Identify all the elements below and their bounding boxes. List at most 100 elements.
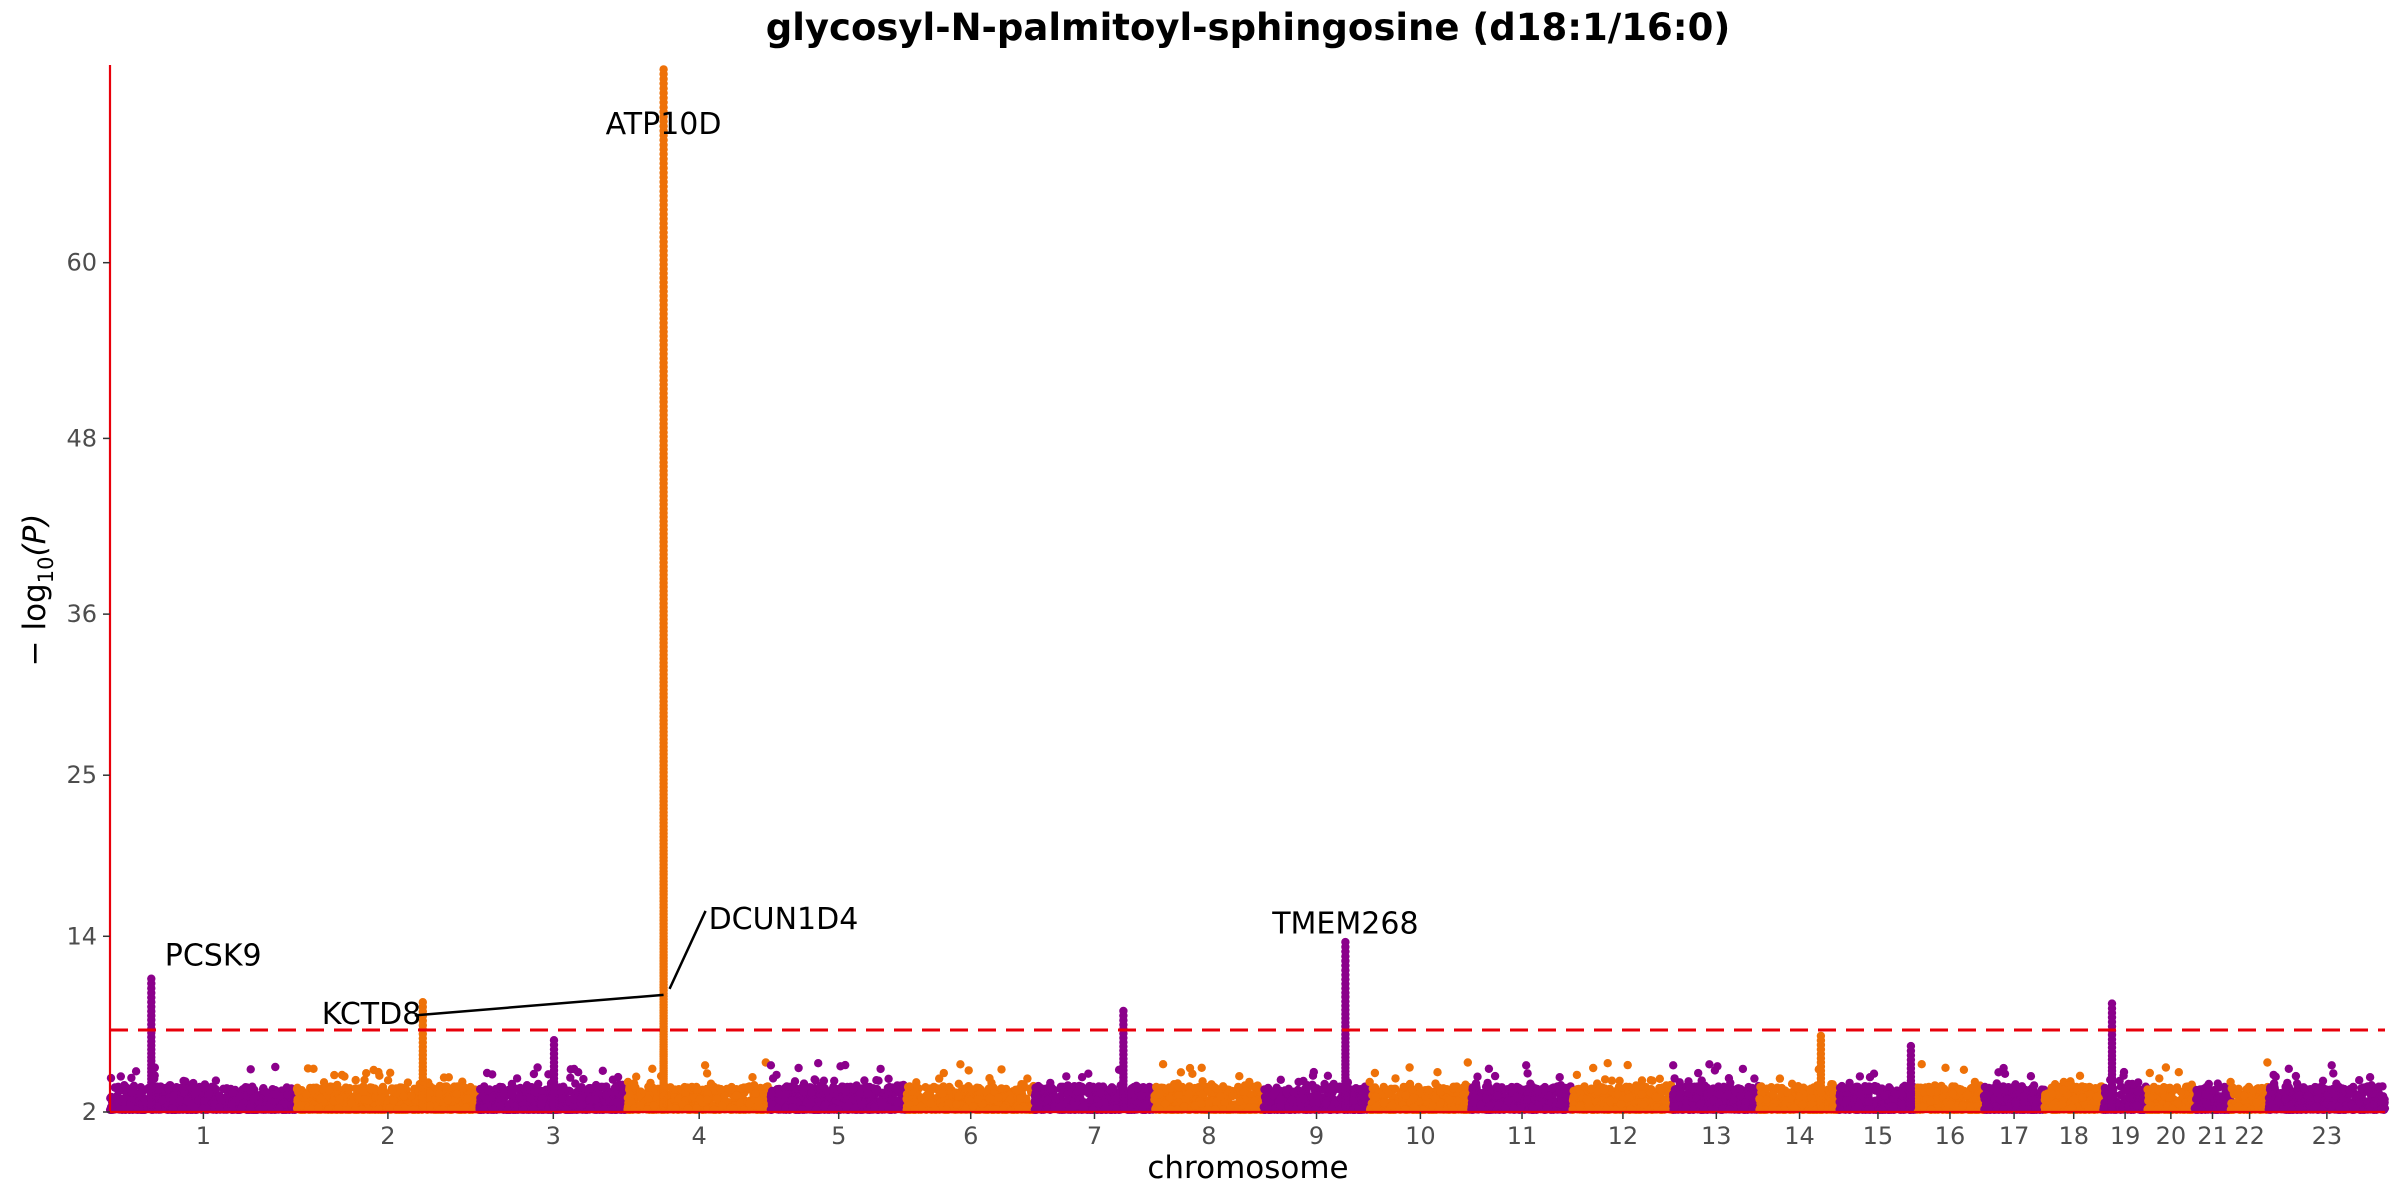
snp-point: [807, 1088, 816, 1098]
snp-point: [1226, 1103, 1235, 1113]
snp-point: [557, 1094, 567, 1103]
snp-point: [452, 1089, 461, 1099]
snp-point: [199, 1097, 209, 1106]
snp-point: [293, 1083, 302, 1093]
snp-point: [228, 1089, 237, 1098]
snp-point: [483, 1085, 492, 1095]
snp-point: [301, 1090, 311, 1099]
snp-point: [786, 1082, 796, 1091]
snp-point: [177, 1084, 186, 1093]
snp-point: [836, 1062, 845, 1071]
snp-point: [612, 1098, 621, 1107]
snp-point: [524, 1082, 534, 1092]
snp-point: [158, 1095, 167, 1105]
snp-point: [175, 1095, 184, 1105]
snp-point: [340, 1072, 349, 1081]
snp-point: [1051, 1095, 1060, 1105]
snp-point: [695, 1095, 704, 1104]
snp-point: [169, 1091, 178, 1101]
snp-point: [271, 1090, 280, 1099]
snp-point: [389, 1096, 398, 1105]
snp-point: [754, 1097, 763, 1106]
snp-point: [358, 1086, 368, 1096]
snp-point: [1043, 1095, 1052, 1105]
snp-point: [759, 1090, 768, 1099]
snp-point: [798, 1084, 807, 1093]
snp-point: [967, 1085, 976, 1094]
snp-point: [973, 1095, 983, 1104]
snp-point: [893, 1085, 902, 1095]
snp-point: [1151, 1090, 1161, 1099]
snp-point: [325, 1086, 334, 1095]
snp-point: [644, 1082, 653, 1092]
snp-point: [199, 1104, 208, 1113]
snp-point: [820, 1101, 829, 1111]
snp-point: [335, 1094, 344, 1104]
snp-point: [443, 1095, 453, 1105]
snp-point: [964, 1066, 973, 1075]
snp-point: [732, 1091, 741, 1100]
snp-point: [903, 1082, 913, 1092]
snp-point: [954, 1091, 963, 1101]
snp-point: [576, 1094, 586, 1103]
snp-point: [926, 1099, 935, 1108]
snp-point: [649, 1101, 659, 1111]
snp-point: [537, 1099, 546, 1109]
snp-point: [444, 1073, 453, 1082]
snp-point: [935, 1074, 944, 1083]
snp-point: [1235, 1072, 1244, 1081]
snp-point: [863, 1089, 872, 1098]
snp-point: [351, 1084, 360, 1093]
snp-point: [724, 1084, 733, 1094]
snp-point: [1174, 1082, 1183, 1092]
snp-point: [1016, 1094, 1025, 1103]
snp-point: [316, 1093, 325, 1103]
snp-point: [386, 1068, 395, 1078]
snp-point: [215, 1103, 224, 1112]
snp-point: [383, 1076, 393, 1085]
snp-point: [737, 1084, 746, 1093]
chromosome-2-points: [292, 1064, 484, 1115]
snp-point: [601, 1091, 611, 1100]
snp-point: [537, 1086, 546, 1096]
snp-point: [129, 1083, 138, 1092]
chart-title: glycosyl-N-palmitoyl-sphingosine (d18:1/…: [766, 6, 1730, 49]
snp-point: [215, 1091, 224, 1100]
snp-point: [557, 1086, 566, 1095]
snp-point: [968, 1102, 978, 1111]
snp-point: [1228, 1091, 1237, 1101]
snp-point: [262, 1088, 271, 1097]
snp-point: [375, 1071, 384, 1080]
snp-point: [227, 1100, 237, 1109]
snp-point: [1216, 1092, 1225, 1101]
snp-point: [1176, 1068, 1186, 1077]
snp-point: [219, 1084, 228, 1094]
chromosome-6-points: [902, 1060, 1038, 1115]
snp-point: [716, 1084, 725, 1094]
snp-point: [1046, 1085, 1055, 1094]
snp-point: [598, 1066, 607, 1076]
snp-point: [1211, 1084, 1221, 1093]
snp-point: [952, 1100, 961, 1109]
snp-point: [870, 1103, 879, 1112]
chromosome-1-points: [105, 1062, 301, 1115]
snp-point: [330, 1070, 339, 1080]
snp-point: [1185, 1063, 1195, 1073]
snp-point: [702, 1095, 712, 1104]
snp-point: [1198, 1077, 1207, 1086]
snp-point: [303, 1064, 313, 1073]
snp-point: [119, 1094, 128, 1104]
snp-point: [876, 1064, 885, 1074]
snp-point: [237, 1103, 246, 1113]
snp-point: [310, 1085, 320, 1094]
snp-point: [1083, 1086, 1092, 1096]
snp-point: [884, 1103, 893, 1112]
snp-point: [997, 1065, 1006, 1074]
snp-point: [369, 1065, 378, 1075]
snp-point: [116, 1072, 126, 1081]
snp-point: [481, 1095, 491, 1104]
snp-point: [814, 1059, 823, 1068]
snp-point: [131, 1067, 141, 1076]
snp-point: [702, 1069, 712, 1078]
